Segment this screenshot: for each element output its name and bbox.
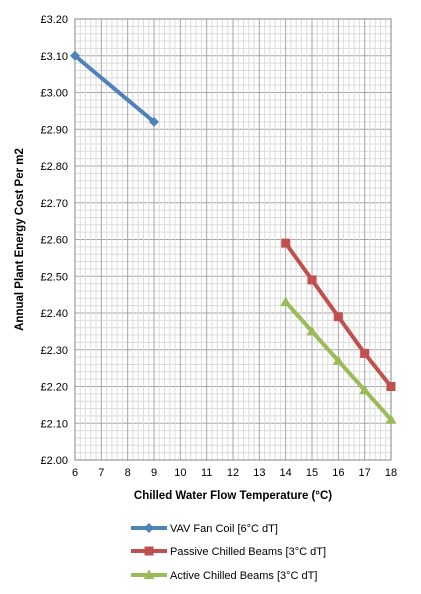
data-point [281,238,291,248]
y-tick-label: £2.50 [40,271,68,283]
y-axis-title: Annual Plant Energy Cost Per m2 [14,148,26,331]
data-point [306,325,318,336]
x-tick-label: 16 [332,467,344,479]
legend-swatch-marker [143,569,155,580]
data-point [359,384,371,395]
y-tick-label: £2.00 [40,455,68,467]
x-tick-label: 18 [385,467,397,479]
plot-area [74,18,392,461]
data-point [333,312,343,322]
x-tick-label: 9 [151,467,157,479]
data-point [332,355,344,365]
x-tick-label: 14 [280,467,292,479]
data-point [70,50,80,61]
y-tick-label: £2.80 [40,161,68,173]
data-point [385,414,397,424]
data-point [280,296,292,307]
y-tick-label: £2.70 [40,198,68,210]
legend-swatch-marker [144,546,154,556]
y-tick-label: £2.60 [40,235,68,247]
legend-item: VAV Fan Coil [6°C dT] [131,523,278,535]
y-tick-label: £2.30 [40,345,68,357]
data-point [149,116,159,127]
y-tick-label: £3.20 [40,14,68,26]
series-1 [70,50,159,127]
legend-item: Active Chilled Beams [3°C dT] [131,569,317,582]
legend-item: Passive Chilled Beams [3°C dT] [131,546,326,558]
x-tick-label: 12 [227,467,239,479]
x-tick-label: 15 [306,467,318,479]
legend-label: VAV Fan Coil [6°C dT] [170,523,278,535]
legend-label: Passive Chilled Beams [3°C dT] [170,546,326,558]
series-line [73,53,156,124]
series-layer [70,50,397,424]
legend: VAV Fan Coil [6°C dT] Passive Chilled Bea… [131,523,326,582]
x-tick-label: 7 [98,467,104,479]
data-point [307,275,317,285]
y-tick-label: £2.10 [40,418,68,430]
legend-swatch-marker [144,523,154,533]
y-axis-ticks: £2.00 £2.10 £2.20 £2.30 £2.40 £2.50 £2.60 £2.70… [40,14,68,467]
series-2 [281,238,396,391]
data-point [386,382,396,391]
gridlines [74,18,392,461]
x-tick-label: 10 [174,467,186,479]
series-3 [280,296,397,424]
y-tick-label: £2.40 [40,308,68,320]
y-tick-label: £2.20 [40,382,68,394]
data-point [360,348,370,358]
x-tick-label: 17 [359,467,371,479]
x-tick-label: 13 [253,467,265,479]
x-tick-label: 11 [201,467,212,479]
x-axis-ticks: 6 7 8 9 10 11 12 13 14 15 16 17 18 [72,467,397,479]
legend-label: Active Chilled Beams [3°C dT] [170,570,317,582]
y-tick-label: £2.90 [40,124,68,136]
x-tick-label: 6 [72,467,78,479]
y-tick-label: £3.10 [40,51,68,63]
y-tick-label: £3.00 [40,88,68,100]
x-axis-title: Chilled Water Flow Temperature (°C) [134,490,332,502]
x-tick-label: 8 [125,467,131,479]
